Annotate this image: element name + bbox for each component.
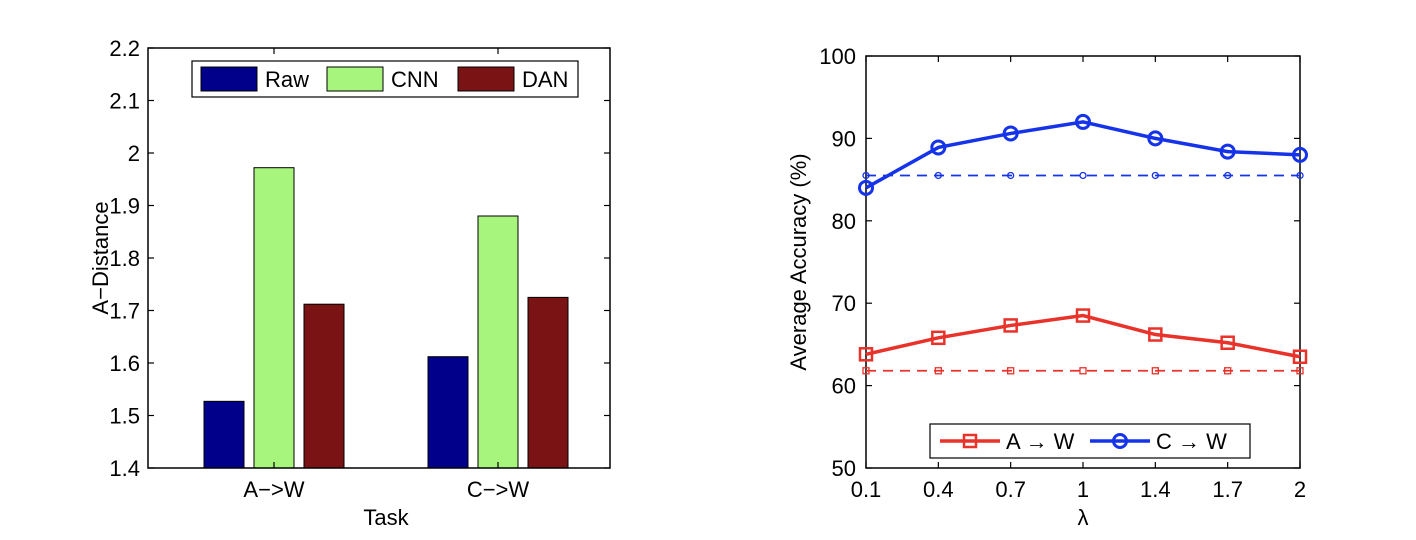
bar-raw-1 xyxy=(427,356,469,469)
legend-label-raw: Raw xyxy=(265,67,309,92)
plot-frame xyxy=(865,55,1301,469)
bar-dan-0 xyxy=(303,303,345,469)
data-point xyxy=(858,347,874,362)
legend-label-c-w: C → W xyxy=(1156,429,1227,454)
data-point xyxy=(931,330,946,346)
data-point xyxy=(1224,367,1232,375)
legend-swatch-cnn xyxy=(326,66,384,92)
x-tick-label: 1.7 xyxy=(1212,477,1243,502)
data-point xyxy=(1075,308,1091,323)
data-point xyxy=(1224,171,1232,180)
data-point xyxy=(1147,130,1164,147)
data-point xyxy=(1148,327,1163,342)
y-tick-label: 100 xyxy=(819,44,856,69)
y-tick-label: 2.1 xyxy=(109,89,140,114)
legend: Raw CNN DAN xyxy=(191,60,579,98)
y-tick-label: 2 xyxy=(128,141,140,166)
data-point xyxy=(1007,171,1015,180)
bars-group xyxy=(203,167,569,469)
data-point xyxy=(1292,349,1308,365)
y-tick-label: 1.6 xyxy=(109,351,140,376)
y-tick-label: 50 xyxy=(832,456,856,481)
data-point xyxy=(1075,113,1091,130)
accuracy-line-chart: 50 60 70 80 90 100 0.1 0.4 0.7 1 1.4 1.7 2 Average … xyxy=(786,44,1308,530)
data-point xyxy=(1151,367,1159,375)
data-point xyxy=(1002,125,1019,142)
bar-raw-0 xyxy=(203,400,245,469)
y-ticks-group: 50 60 70 80 90 100 xyxy=(819,44,1300,481)
data-point xyxy=(1220,335,1235,351)
data-point xyxy=(1079,171,1087,180)
data-point xyxy=(1003,318,1018,333)
x-tick-label: 1 xyxy=(1077,477,1089,502)
x-ticks-group: A−>W C−>W xyxy=(243,48,529,502)
y-tick-label: 1.7 xyxy=(109,299,140,324)
data-point xyxy=(1007,367,1015,375)
series-line-1 xyxy=(865,120,1301,190)
data-point xyxy=(862,367,870,375)
data-point xyxy=(930,139,947,156)
data-point xyxy=(858,179,874,196)
data-point xyxy=(934,367,942,375)
legend: A → W C → W xyxy=(929,423,1251,459)
x-tick-label: C−>W xyxy=(467,477,530,502)
data-point xyxy=(862,171,870,180)
data-point xyxy=(1079,367,1087,375)
data-point xyxy=(1292,146,1308,163)
bar-dan-1 xyxy=(527,296,569,469)
legend-label-dan: DAN xyxy=(522,67,568,92)
x-tick-label: 2 xyxy=(1294,477,1306,502)
y-tick-label: 70 xyxy=(832,291,856,316)
data-point xyxy=(934,171,942,180)
y-tick-label: 90 xyxy=(832,126,856,151)
y-tick-label: 1.5 xyxy=(109,404,140,429)
legend-marker-c-w xyxy=(1112,433,1128,449)
x-ticks-group: 0.1 0.4 0.7 1 1.4 1.7 2 xyxy=(851,56,1306,502)
y-ticks-group: 1.4 1.5 1.6 1.7 1.8 1.9 2 2.1 2.2 xyxy=(109,36,610,481)
legend-swatch-raw xyxy=(200,66,258,92)
legend-label-a-w: A → W xyxy=(1006,429,1075,454)
x-tick-label: A−>W xyxy=(243,477,304,502)
x-tick-label: 0.1 xyxy=(851,477,882,502)
y-axis-label: A−Distance xyxy=(88,201,113,314)
y-tick-label: 2.2 xyxy=(109,36,140,61)
data-point xyxy=(1219,143,1236,160)
data-point xyxy=(1296,171,1304,180)
x-tick-label: 0.4 xyxy=(923,477,954,502)
legend-swatch-dan xyxy=(457,66,515,92)
x-tick-label: 0.7 xyxy=(995,477,1026,502)
y-tick-label: 1.4 xyxy=(109,456,140,481)
a-distance-bar-chart: 1.4 1.5 1.6 1.7 1.8 1.9 2 2.1 2.2 A−>W C−>W A−Dis… xyxy=(88,36,611,530)
legend-marker-a-w xyxy=(962,433,978,449)
series-line-0 xyxy=(865,313,1301,359)
x-axis-label: Task xyxy=(363,505,409,530)
y-tick-label: 1.9 xyxy=(109,194,140,219)
data-point xyxy=(1151,171,1159,180)
y-tick-label: 80 xyxy=(832,209,856,234)
x-tick-label: 1.4 xyxy=(1140,477,1171,502)
bar-cnn-1 xyxy=(477,215,519,469)
bar-cnn-0 xyxy=(253,167,295,469)
x-axis-label: λ xyxy=(1078,505,1089,530)
y-tick-label: 1.8 xyxy=(109,246,140,271)
y-tick-label: 60 xyxy=(832,374,856,399)
legend-label-cnn: CNN xyxy=(391,67,439,92)
data-point xyxy=(1296,367,1304,375)
series-group xyxy=(858,113,1308,375)
y-axis-label: Average Accuracy (%) xyxy=(786,153,811,370)
